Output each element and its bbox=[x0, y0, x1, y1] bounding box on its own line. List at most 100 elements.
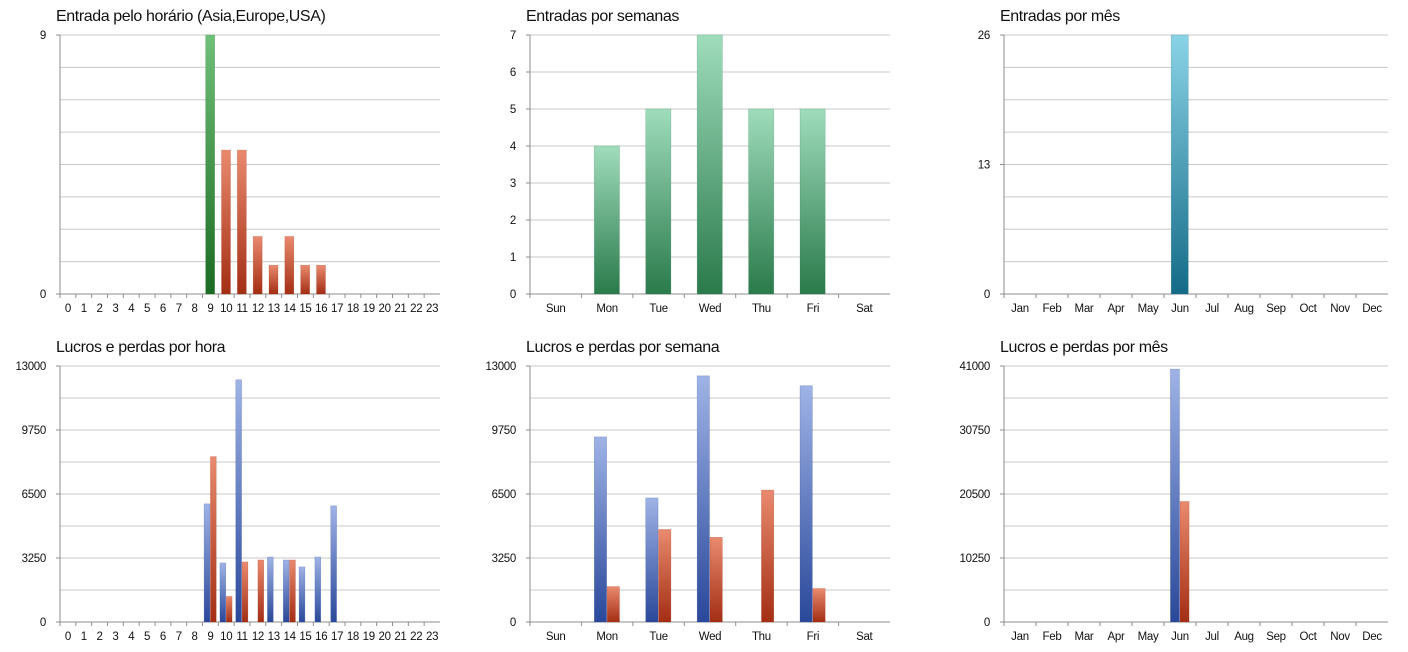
bar bbox=[593, 436, 607, 623]
x-tick-label: 9 bbox=[207, 303, 213, 315]
chart-pl-by-month: Lucros e perdas por mês 0 10250 20500 30750 4… bbox=[940, 326, 1395, 652]
y-tick-label: 7 bbox=[510, 30, 516, 42]
chart-title: Lucros e perdas por semana bbox=[526, 339, 720, 356]
x-tick-label: 23 bbox=[426, 303, 438, 315]
x-tick-label: 10 bbox=[220, 631, 232, 643]
x-tick-label: Jul bbox=[1205, 631, 1219, 643]
x-tick-label: Oct bbox=[1300, 631, 1318, 643]
y-tick-label: 3 bbox=[510, 178, 516, 190]
chart-svg: Entradas por semanas 0 1 2 3 4 5 6 7 Sun Mon Tue Wed… bbox=[510, 8, 890, 315]
bar bbox=[257, 559, 265, 623]
bar bbox=[799, 108, 826, 295]
bar bbox=[235, 379, 242, 623]
x-tick-label: 11 bbox=[236, 631, 247, 643]
y-tick-label: 6 bbox=[510, 67, 516, 79]
x-tick-label: Sep bbox=[1266, 631, 1286, 643]
x-tick-label: 6 bbox=[160, 631, 166, 643]
bar bbox=[203, 503, 211, 623]
chart-entries-by-month: Entradas por mês 0 13 26 Jan Feb Mar Apr May Jun J… bbox=[940, 0, 1395, 326]
x-tick-label: 22 bbox=[410, 303, 422, 315]
x-tick-label: Apr bbox=[1108, 631, 1125, 643]
x-tick-label: 16 bbox=[315, 303, 327, 315]
chart-svg: Lucros e perdas por semana 0 3250 6500 9750 1… bbox=[486, 339, 890, 643]
bar bbox=[696, 375, 710, 623]
chart-svg: Lucros e perdas por mês 0 10250 20500 30750 4… bbox=[960, 339, 1388, 643]
bar bbox=[316, 264, 326, 295]
y-tick-label: 13000 bbox=[486, 361, 516, 373]
y-tick-label: 1 bbox=[510, 252, 516, 264]
chart-entries-by-week: Entradas por semanas 0 1 2 3 4 5 6 7 Sun Mon Tue Wed… bbox=[470, 0, 900, 326]
x-tick-label: 10 bbox=[220, 303, 232, 315]
x-tick-label: Nov bbox=[1330, 303, 1350, 315]
bar bbox=[812, 588, 826, 623]
y-tick-label: 13 bbox=[978, 160, 990, 172]
bar bbox=[748, 108, 775, 295]
x-tick-label: 18 bbox=[347, 631, 359, 643]
bar bbox=[225, 596, 233, 623]
bar bbox=[205, 34, 215, 295]
y-tick-label: 26 bbox=[978, 30, 990, 42]
chart-svg: Lucros e perdas por hora0325065009750130… bbox=[16, 339, 440, 643]
x-tick-label: 7 bbox=[176, 303, 182, 315]
y-tick-label: 30750 bbox=[960, 425, 990, 437]
x-tick-label: 21 bbox=[394, 303, 406, 315]
chart-svg: Entrada pelo horário (Asia,Europe,USA) 0 9… bbox=[40, 8, 440, 315]
y-tick-label: 2 bbox=[510, 215, 516, 227]
chart-title: Entradas por semanas bbox=[526, 8, 679, 25]
x-tick-label: Tue bbox=[649, 631, 668, 643]
x-tick-label: Feb bbox=[1043, 303, 1062, 315]
bar bbox=[284, 236, 295, 295]
x-tick-label: May bbox=[1138, 631, 1159, 643]
x-tick-label: Sep bbox=[1266, 303, 1286, 315]
y-tick-label: 6500 bbox=[22, 489, 46, 501]
x-tick-label: 19 bbox=[363, 631, 375, 643]
x-tick-label: 20 bbox=[378, 631, 390, 643]
bar bbox=[658, 529, 672, 623]
x-tick-label: 19 bbox=[363, 303, 375, 315]
x-tick-label: 5 bbox=[144, 631, 150, 643]
x-tick-label: Jun bbox=[1171, 303, 1189, 315]
x-tick-label: Feb bbox=[1043, 631, 1062, 643]
x-tick-label: Thu bbox=[752, 303, 771, 315]
bar bbox=[241, 561, 249, 623]
x-tick-label: Sun bbox=[546, 303, 566, 315]
x-tick-label: Jan bbox=[1011, 303, 1029, 315]
bar bbox=[300, 264, 310, 295]
x-tick-label: 5 bbox=[144, 303, 150, 315]
x-tick-label: 0 bbox=[65, 631, 71, 643]
x-tick-label: 13 bbox=[268, 303, 280, 315]
x-tick-label: 1 bbox=[81, 631, 87, 643]
chart-entries-by-hour: Entrada pelo horário (Asia,Europe,USA) 0 9… bbox=[0, 0, 450, 326]
x-tick-label: 7 bbox=[176, 631, 182, 643]
x-tick-label: Jan bbox=[1011, 631, 1029, 643]
bar bbox=[267, 556, 274, 623]
y-tick-label: 0 bbox=[40, 617, 46, 629]
x-tick-label: Sat bbox=[856, 303, 873, 315]
y-tick-label: 41000 bbox=[960, 361, 990, 373]
y-tick-label: 0 bbox=[40, 289, 46, 301]
x-tick-label: 14 bbox=[283, 631, 296, 643]
bar bbox=[237, 149, 247, 295]
x-tick-label: 12 bbox=[252, 303, 264, 315]
chart-pl-by-week: Lucros e perdas por semana 0 3250 6500 9750 1… bbox=[470, 326, 900, 652]
x-tick-label: Tue bbox=[649, 303, 668, 315]
x-tick-label: 21 bbox=[394, 631, 406, 643]
x-tick-label: May bbox=[1138, 303, 1159, 315]
y-tick-label: 4 bbox=[510, 141, 517, 153]
bar bbox=[252, 236, 263, 295]
bar bbox=[1179, 501, 1190, 623]
x-tick-label: 3 bbox=[112, 631, 118, 643]
x-tick-label: 16 bbox=[315, 631, 327, 643]
x-tick-label: Nov bbox=[1330, 631, 1350, 643]
bar bbox=[330, 505, 337, 623]
bar bbox=[1170, 368, 1180, 623]
bar bbox=[219, 562, 227, 623]
y-tick-label: 10250 bbox=[960, 553, 990, 565]
y-tick-label: 3250 bbox=[22, 553, 46, 565]
x-tick-label: 8 bbox=[192, 303, 198, 315]
chart-svg: Entradas por mês 0 13 26 Jan Feb Mar Apr May Jun J… bbox=[978, 8, 1388, 315]
bar bbox=[314, 556, 322, 623]
chart-title: Lucros e perdas por mês bbox=[1000, 339, 1168, 356]
bar bbox=[696, 34, 723, 295]
bar bbox=[289, 559, 296, 623]
